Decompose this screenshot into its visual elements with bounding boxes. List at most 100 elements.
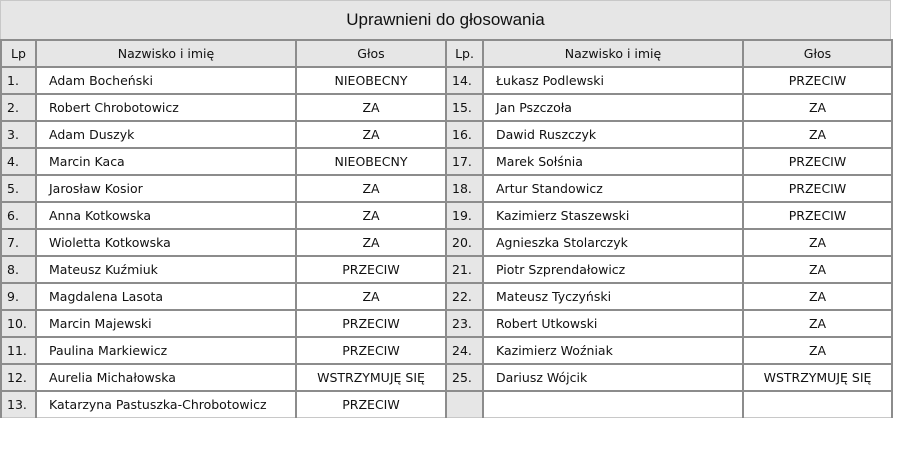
name-cell: Wioletta Kotkowska — [35, 228, 297, 257]
right-lp-cell: 19. — [445, 201, 484, 230]
right-vote-cell: ZA — [742, 336, 893, 365]
right-vote-cell: ZA — [742, 282, 893, 311]
right-name-cell: Kazimierz Woźniak — [482, 336, 744, 365]
voters-table: Lp Nazwisko i imię Głos Lp. Nazwisko i i… — [0, 39, 893, 418]
voters-panel: Uprawnieni do głosowania Lp Nazwisko i i… — [0, 0, 893, 418]
right-vote-cell: PRZECIW — [742, 147, 893, 176]
right-lp-cell: 17. — [445, 147, 484, 176]
vote-cell: PRZECIW — [295, 309, 447, 338]
right-name-cell: Agnieszka Stolarczyk — [482, 228, 744, 257]
name-cell: Adam Duszyk — [35, 120, 297, 149]
table-row: 9. Magdalena Lasota ZA 22. Mateusz Tyczyński… — [0, 282, 893, 311]
header-lp: Lp — [0, 39, 37, 68]
vote-cell: ZA — [295, 228, 447, 257]
header-lp-right: Lp. — [445, 39, 484, 68]
lp-cell: 2. — [0, 93, 37, 122]
right-lp-cell: 24. — [445, 336, 484, 365]
lp-cell: 4. — [0, 147, 37, 176]
right-lp-cell: 14. — [445, 66, 484, 95]
right-name-cell: Dariusz Wójcik — [482, 363, 744, 392]
header-vote: Głos — [295, 39, 447, 68]
table-row: 10. Marcin Majewski PRZECIW 23. Robert Utkow… — [0, 309, 893, 338]
table-row: 4. Marcin Kaca NIEOBECNY 17. Marek Sołśnia PR… — [0, 147, 893, 176]
lp-cell: 12. — [0, 363, 37, 392]
lp-cell: 7. — [0, 228, 37, 257]
right-lp-cell: 20. — [445, 228, 484, 257]
right-vote-cell: ZA — [742, 255, 893, 284]
right-lp-cell: 16. — [445, 120, 484, 149]
right-name-cell: Łukasz Podlewski — [482, 66, 744, 95]
right-name-cell: Jan Pszczoła — [482, 93, 744, 122]
panel-title: Uprawnieni do głosowania — [0, 0, 891, 39]
right-vote-cell: ZA — [742, 228, 893, 257]
table-row: 3. Adam Duszyk ZA 16. Dawid Ruszczyk ZA — [0, 120, 893, 149]
name-cell: Katarzyna Pastuszka-Chrobotowicz — [35, 390, 297, 418]
right-vote-cell: PRZECIW — [742, 201, 893, 230]
vote-cell: PRZECIW — [295, 390, 447, 418]
right-name-cell: Kazimierz Staszewski — [482, 201, 744, 230]
name-cell: Anna Kotkowska — [35, 201, 297, 230]
right-lp-cell: 23. — [445, 309, 484, 338]
vote-cell: NIEOBECNY — [295, 147, 447, 176]
right-name-cell: Mateusz Tyczyński — [482, 282, 744, 311]
right-lp-cell: 18. — [445, 174, 484, 203]
vote-cell: ZA — [295, 174, 447, 203]
table-row: 11. Paulina Markiewicz PRZECIW 24. Kazimierz… — [0, 336, 893, 365]
header-name-right: Nazwisko i imię — [482, 39, 744, 68]
right-vote-cell: ZA — [742, 93, 893, 122]
vote-cell: PRZECIW — [295, 336, 447, 365]
table-row: 1. Adam Bocheński NIEOBECNY 14. Łukasz Podle… — [0, 66, 893, 95]
lp-cell: 10. — [0, 309, 37, 338]
header-name: Nazwisko i imię — [35, 39, 297, 68]
name-cell: Mateusz Kuźmiuk — [35, 255, 297, 284]
name-cell: Robert Chrobotowicz — [35, 93, 297, 122]
right-name-cell: Artur Standowicz — [482, 174, 744, 203]
table-row: 2. Robert Chrobotowicz ZA 15. Jan Pszczoła ZA — [0, 93, 893, 122]
name-cell: Adam Bocheński — [35, 66, 297, 95]
lp-cell: 11. — [0, 336, 37, 365]
right-name-cell: Dawid Ruszczyk — [482, 120, 744, 149]
vote-cell: ZA — [295, 282, 447, 311]
right-name-cell: Piotr Szprendałowicz — [482, 255, 744, 284]
right-vote-cell: PRZECIW — [742, 174, 893, 203]
right-vote-cell: ZA — [742, 120, 893, 149]
vote-cell: ZA — [295, 201, 447, 230]
right-name-cell — [482, 390, 744, 418]
right-vote-cell: PRZECIW — [742, 66, 893, 95]
right-name-cell: Robert Utkowski — [482, 309, 744, 338]
right-lp-cell: 15. — [445, 93, 484, 122]
right-lp-cell: 22. — [445, 282, 484, 311]
lp-cell: 9. — [0, 282, 37, 311]
right-lp-cell — [445, 390, 484, 418]
lp-cell: 5. — [0, 174, 37, 203]
vote-cell: NIEOBECNY — [295, 66, 447, 95]
right-lp-cell: 25. — [445, 363, 484, 392]
table-row: 7. Wioletta Kotkowska ZA 20. Agnieszka Stola… — [0, 228, 893, 257]
right-name-cell: Marek Sołśnia — [482, 147, 744, 176]
table-row: 6. Anna Kotkowska ZA 19. Kazimierz Staszewsk… — [0, 201, 893, 230]
header-vote-right: Głos — [742, 39, 893, 68]
right-lp-cell: 21. — [445, 255, 484, 284]
name-cell: Jarosław Kosior — [35, 174, 297, 203]
name-cell: Magdalena Lasota — [35, 282, 297, 311]
name-cell: Paulina Markiewicz — [35, 336, 297, 365]
vote-cell: WSTRZYMUJĘ SIĘ — [295, 363, 447, 392]
table-row: 12. Aurelia Michałowska WSTRZYMUJĘ SIĘ 25. D… — [0, 363, 893, 392]
header-row: Lp Nazwisko i imię Głos Lp. Nazwisko i i… — [0, 39, 893, 68]
lp-cell: 8. — [0, 255, 37, 284]
table-row: 5. Jarosław Kosior ZA 18. Artur Standowicz PR… — [0, 174, 893, 203]
vote-cell: ZA — [295, 120, 447, 149]
lp-cell: 13. — [0, 390, 37, 418]
lp-cell: 6. — [0, 201, 37, 230]
name-cell: Marcin Majewski — [35, 309, 297, 338]
vote-cell: ZA — [295, 93, 447, 122]
right-vote-cell: WSTRZYMUJĘ SIĘ — [742, 363, 893, 392]
right-vote-cell — [742, 390, 893, 418]
lp-cell: 3. — [0, 120, 37, 149]
table-row: 8. Mateusz Kuźmiuk PRZECIW 21. Piotr Szprend… — [0, 255, 893, 284]
vote-cell: PRZECIW — [295, 255, 447, 284]
right-vote-cell: ZA — [742, 309, 893, 338]
table-row: 13. Katarzyna Pastuszka-Chrobotowicz PRZEC… — [0, 390, 893, 418]
lp-cell: 1. — [0, 66, 37, 95]
name-cell: Aurelia Michałowska — [35, 363, 297, 392]
